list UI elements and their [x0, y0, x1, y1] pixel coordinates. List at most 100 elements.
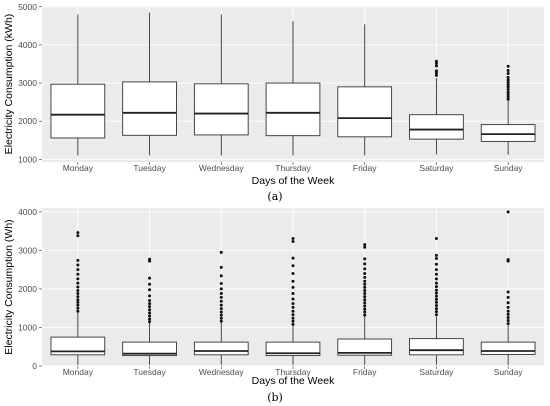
outlier-point — [363, 313, 367, 317]
outlier-point — [434, 268, 438, 272]
box-iqr — [122, 341, 177, 357]
outlier-point — [506, 90, 510, 94]
outlier-point — [506, 301, 510, 305]
outlier-point — [506, 210, 510, 214]
outlier-point — [363, 288, 367, 292]
outlier-point — [434, 277, 438, 281]
outlier-point — [363, 245, 367, 249]
outlier-point — [363, 304, 367, 308]
outlier-point — [434, 294, 438, 298]
x-axis-title: Days of the Week — [252, 175, 335, 187]
outlier-point — [148, 276, 152, 280]
outlier-point — [219, 295, 223, 299]
outlier-point — [76, 298, 80, 302]
outlier-point — [506, 78, 510, 82]
outlier-point — [219, 299, 223, 303]
outlier-point — [219, 313, 223, 317]
outlier-point — [76, 300, 80, 304]
outlier-point — [434, 73, 438, 77]
x-tick-label: Sunday — [494, 367, 524, 377]
outlier-point — [76, 277, 80, 281]
y-tick-label: 3000 — [18, 78, 37, 88]
outlier-point — [506, 258, 510, 262]
outlier-point — [148, 302, 152, 306]
box-iqr — [409, 114, 464, 140]
outlier-point — [76, 285, 80, 289]
y-tick-label: 1000 — [18, 154, 37, 164]
panel-sub-label: (a) — [267, 190, 282, 203]
outlier-point — [291, 305, 295, 309]
y-tick-label: 2000 — [18, 116, 37, 126]
outlier-point — [291, 285, 295, 289]
outlier-point — [291, 256, 295, 260]
outlier-point — [148, 308, 152, 312]
outlier-point — [363, 262, 367, 266]
box-iqr — [193, 83, 249, 136]
outlier-point — [76, 288, 80, 292]
x-tick-label: Wednesday — [199, 163, 244, 173]
outlier-point — [148, 305, 152, 309]
y-tick-label: 3000 — [18, 245, 37, 255]
box-iqr — [50, 83, 106, 139]
outlier-point — [76, 292, 80, 296]
y-tick-label: 0 — [32, 361, 37, 371]
outlier-point — [434, 285, 438, 289]
outlier-point — [434, 71, 438, 75]
outlier-point — [363, 301, 367, 305]
outlier-point — [434, 310, 438, 314]
outlier-point — [291, 297, 295, 301]
x-axis-title: Days of the Week — [252, 375, 335, 387]
outlier-point — [434, 59, 438, 63]
outlier-point — [76, 306, 80, 310]
box-iqr — [265, 341, 321, 357]
outlier-point — [291, 272, 295, 276]
outlier-point — [219, 310, 223, 314]
chart-panel-b: 0 1000 2000 3000 4000 Monday Tuesday Wednesday T… — [3, 207, 544, 404]
y-axis-title: Electricity Consumption (kWh) — [3, 14, 15, 155]
outlier-point — [506, 315, 510, 319]
box-iqr — [337, 86, 393, 138]
x-tick-label: Friday — [353, 367, 377, 377]
outlier-point — [434, 262, 438, 266]
outlier-point — [76, 295, 80, 299]
outlier-point — [506, 309, 510, 313]
outlier-point — [434, 297, 438, 301]
outlier-point — [219, 265, 223, 269]
outlier-point — [434, 281, 438, 285]
outlier-point — [434, 291, 438, 295]
box-iqr — [50, 336, 106, 356]
outlier-point — [506, 80, 510, 84]
x-tick-label: Monday — [63, 163, 94, 173]
outlier-point — [363, 307, 367, 311]
box-iqr — [122, 81, 177, 136]
outlier-point — [291, 236, 295, 240]
outlier-point — [506, 83, 510, 87]
outlier-point — [506, 319, 510, 323]
outlier-point — [291, 292, 295, 296]
outlier-point — [506, 322, 510, 326]
outlier-point — [148, 311, 152, 315]
outlier-point — [434, 69, 438, 73]
outlier-point — [363, 275, 367, 279]
outlier-point — [506, 85, 510, 89]
outlier-point — [291, 316, 295, 320]
box-iqr — [193, 341, 249, 356]
box-iqr — [480, 124, 536, 142]
outlier-point — [76, 234, 80, 238]
outlier-point — [434, 256, 438, 260]
x-tick-label: Thursday — [275, 163, 311, 173]
x-tick-label: Tuesday — [133, 163, 166, 173]
outlier-point — [506, 312, 510, 316]
outlier-point — [291, 322, 295, 326]
box-iqr — [409, 338, 464, 356]
outlier-point — [219, 292, 223, 296]
outlier-point — [291, 309, 295, 313]
x-tick-label: Friday — [353, 163, 377, 173]
outlier-point — [76, 258, 80, 262]
outlier-point — [506, 97, 510, 101]
outlier-point — [434, 313, 438, 317]
x-tick-label: Thursday — [275, 367, 311, 377]
outlier-point — [148, 294, 152, 298]
outlier-point — [506, 295, 510, 299]
